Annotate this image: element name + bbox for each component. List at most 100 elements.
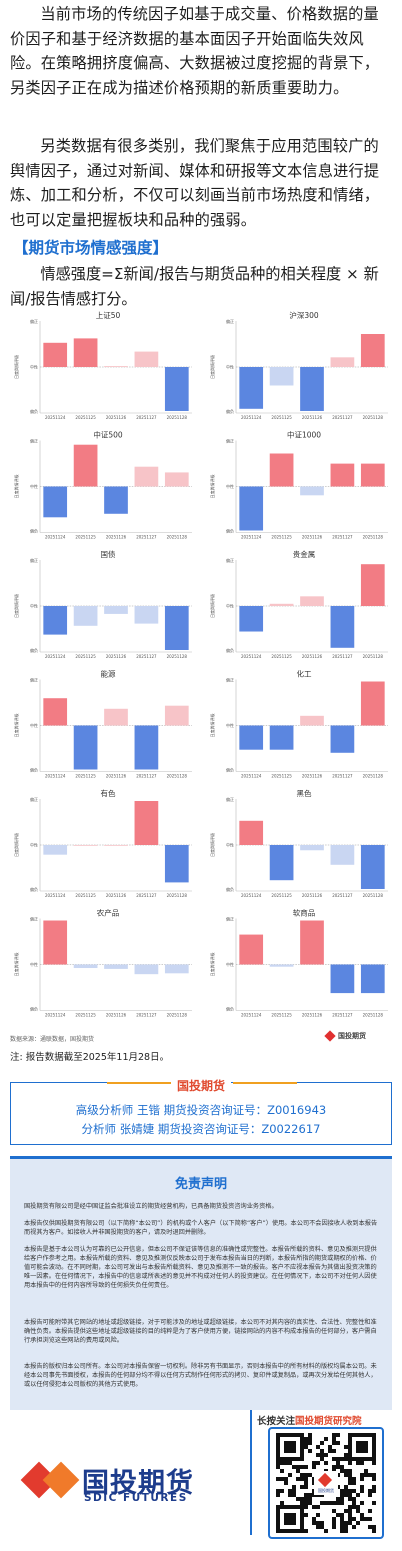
qr-module: [292, 1489, 296, 1493]
qr-module: [296, 1465, 300, 1469]
qr-module: [348, 1449, 352, 1453]
qr-module: [308, 1449, 312, 1453]
bar: [300, 596, 324, 606]
qr-module: [348, 1461, 352, 1465]
bar: [239, 486, 264, 531]
logo-en: SDIC FUTURES: [84, 1492, 188, 1504]
qr-module: [276, 1457, 280, 1461]
qr-module: [292, 1465, 296, 1469]
y-tick-label: 偏正: [226, 438, 234, 444]
qr-module: [356, 1445, 360, 1449]
bar: [164, 964, 189, 974]
qr-module: [304, 1501, 308, 1505]
x-tick-label: 20251125: [75, 774, 96, 779]
qr-module: [276, 1445, 280, 1449]
qr-module: [296, 1505, 300, 1509]
chart-title: 中证500: [93, 430, 123, 440]
qr-module: [372, 1445, 376, 1449]
qr-module: [360, 1445, 364, 1449]
follow-text: 长按关注国投期货研究院: [257, 1413, 362, 1427]
y-axis-label: 日度舆情评级: [209, 833, 215, 857]
disclaimer-p1: 国投期货有限公司是经中国证监会批准设立的期货经营机构，已具备期货投资咨询业务资格…: [24, 1203, 278, 1210]
qr-module: [348, 1521, 352, 1525]
qr-module: [360, 1489, 364, 1493]
qr-module: [372, 1441, 376, 1445]
x-tick-label: 20251128: [167, 893, 188, 898]
qr-module: [348, 1497, 352, 1501]
qr-module: [304, 1493, 308, 1497]
qr-module: [280, 1461, 284, 1465]
x-tick-label: 20251128: [363, 654, 384, 659]
qr-module: [276, 1449, 280, 1453]
x-tick-label: 20251124: [45, 415, 66, 420]
x-tick-label: 20251126: [106, 774, 127, 779]
follow-brand: 国投期货研究院: [295, 1416, 362, 1427]
qr-module: [316, 1461, 320, 1465]
y-tick-label: 中性: [30, 842, 38, 848]
qr-module: [372, 1433, 376, 1437]
y-tick-label: 偏正: [30, 318, 38, 324]
qr-module: [300, 1453, 304, 1457]
qr-module: [308, 1433, 312, 1437]
qr-module: [348, 1489, 352, 1493]
qr-module: [300, 1457, 304, 1461]
analyst-header-label: 国投期货: [170, 1079, 231, 1093]
x-tick-label: 20251125: [75, 1013, 96, 1018]
qr-module: [364, 1449, 368, 1453]
bar: [360, 334, 385, 367]
x-tick-label: 20251124: [241, 893, 262, 898]
qr-module: [312, 1521, 316, 1525]
qr-module: [320, 1501, 324, 1505]
disclaimer-panel: 免责声明 国投期货有限公司是经中国证监会批准设立的期货经营机构，已具备期货投资咨…: [10, 1156, 392, 1410]
qr-module: [324, 1529, 328, 1533]
qr-module: [276, 1437, 280, 1441]
y-tick-label: 偏负: [30, 408, 38, 414]
qr-module: [312, 1465, 316, 1469]
x-tick-label: 20251124: [241, 415, 262, 420]
qr-logo-icon: [317, 1472, 333, 1488]
qr-module: [308, 1441, 312, 1445]
qr-module: [292, 1433, 296, 1437]
x-tick-label: 20251125: [75, 535, 96, 540]
qr-module: [296, 1469, 300, 1473]
bar: [269, 453, 294, 487]
qr-module: [332, 1517, 336, 1521]
qr-module: [284, 1441, 288, 1445]
qr-module: [356, 1449, 360, 1453]
qr-module: [288, 1505, 292, 1509]
qr-module: [284, 1477, 288, 1481]
qr-code[interactable]: 国投期货: [268, 1427, 384, 1539]
y-tick-label: 偏正: [226, 916, 234, 922]
x-tick-label: 20251126: [302, 654, 323, 659]
qr-module: [292, 1513, 296, 1517]
bar: [360, 463, 385, 487]
qr-module: [304, 1529, 308, 1533]
qr-module: [324, 1501, 328, 1505]
qr-module: [348, 1493, 352, 1497]
qr-module: [360, 1449, 364, 1453]
bar: [300, 367, 324, 411]
x-tick-label: 20251127: [332, 1013, 353, 1018]
qr-module: [372, 1529, 376, 1533]
qr-module: [332, 1501, 336, 1505]
x-tick-label: 20251127: [332, 535, 353, 540]
qr-module: [360, 1433, 364, 1437]
x-tick-label: 20251126: [106, 415, 127, 420]
x-tick-label: 20251124: [45, 774, 66, 779]
qr-module: [348, 1441, 352, 1445]
x-tick-label: 20251126: [106, 535, 127, 540]
qr-module: [364, 1473, 368, 1477]
logo-diamond-icon: [324, 1030, 336, 1042]
bar: [239, 367, 264, 409]
qr-module: [352, 1497, 356, 1501]
x-tick-label: 20251125: [271, 535, 292, 540]
x-tick-label: 20251126: [302, 774, 323, 779]
qr-module: [344, 1521, 348, 1525]
qr-module: [372, 1473, 376, 1477]
qr-module: [324, 1437, 328, 1441]
qr-module: [288, 1513, 292, 1517]
